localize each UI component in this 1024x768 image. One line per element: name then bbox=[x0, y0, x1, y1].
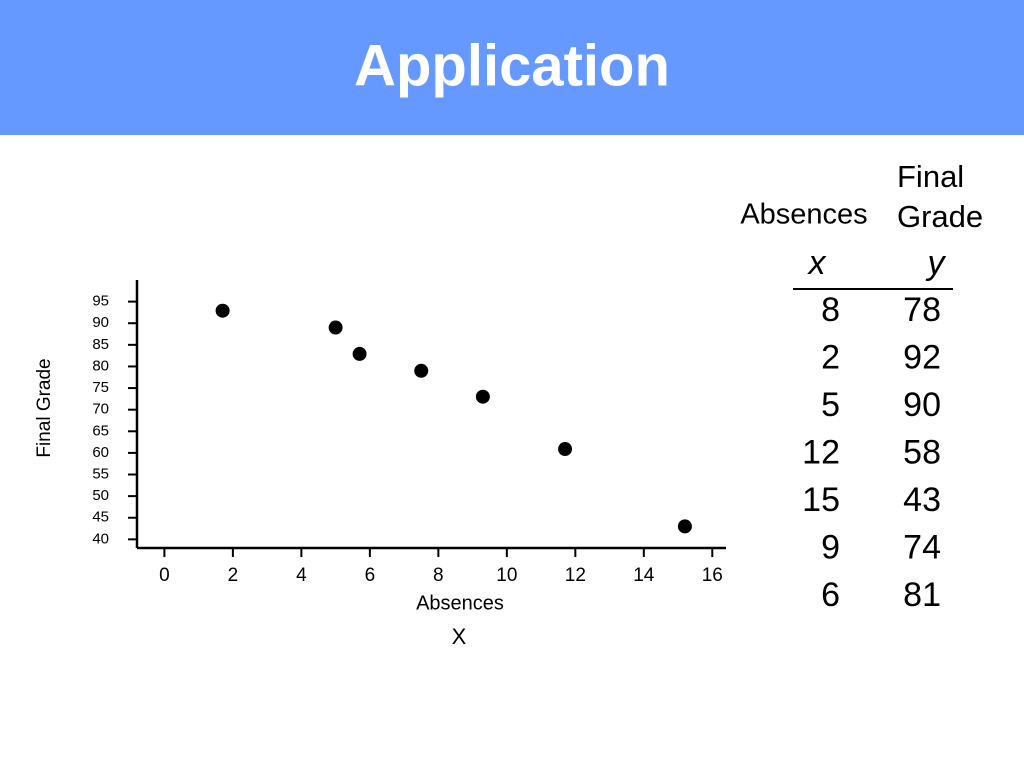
table-cell: 43 bbox=[903, 481, 941, 519]
header-bar bbox=[0, 0, 1024, 135]
x-tick-label: 16 bbox=[702, 565, 723, 586]
x-axis-title: Absences bbox=[416, 592, 504, 614]
table-cell: 12 bbox=[802, 433, 840, 471]
table-cell: 58 bbox=[903, 433, 941, 471]
y-tick-label: 85 bbox=[92, 336, 109, 353]
x-tick-label: 10 bbox=[496, 565, 517, 586]
data-point bbox=[328, 320, 343, 335]
data-point bbox=[414, 363, 429, 378]
table-cell: 78 bbox=[903, 291, 941, 329]
data-point bbox=[215, 303, 230, 318]
x-tick-label: 0 bbox=[159, 565, 170, 586]
y-tick-label: 65 bbox=[92, 422, 109, 439]
table-cell: 2 bbox=[821, 338, 840, 376]
data-point bbox=[677, 519, 692, 534]
y-tick-label: 95 bbox=[92, 293, 109, 310]
table-symbol: x bbox=[807, 244, 827, 282]
y-tick-label: 50 bbox=[92, 487, 109, 504]
data-point bbox=[352, 346, 367, 361]
y-tick-label: 75 bbox=[92, 379, 109, 396]
data-point bbox=[475, 389, 490, 404]
table-cell: 81 bbox=[903, 576, 941, 614]
y-tick-label: 60 bbox=[92, 444, 109, 461]
table-symbol: y bbox=[926, 244, 947, 282]
y-axis-title: Final Grade bbox=[34, 358, 55, 457]
slide-title: Application bbox=[354, 33, 670, 98]
data-point bbox=[558, 442, 573, 457]
y-tick-label: 90 bbox=[92, 314, 109, 331]
x-tick-label: 8 bbox=[433, 565, 444, 586]
x-axis-symbol: X bbox=[452, 624, 467, 649]
y-tick-label: 80 bbox=[92, 357, 109, 374]
y-tick-label: 45 bbox=[92, 509, 109, 526]
y-tick-label: 70 bbox=[92, 401, 109, 418]
table-header: Absences bbox=[740, 199, 867, 231]
table-cell: 5 bbox=[821, 386, 840, 424]
y-tick-label: 40 bbox=[92, 530, 109, 547]
table-header: Final Grade bbox=[897, 159, 984, 234]
y-tick-label: 55 bbox=[92, 465, 109, 482]
x-tick-label: 14 bbox=[633, 565, 655, 586]
table-cell: 90 bbox=[903, 386, 941, 424]
table-cell: 15 bbox=[802, 481, 840, 519]
x-tick-label: 2 bbox=[228, 565, 239, 586]
table-cell: 92 bbox=[903, 338, 941, 376]
x-tick-label: 4 bbox=[296, 565, 307, 586]
table-cell: 8 bbox=[821, 291, 840, 329]
table-cell: 6 bbox=[821, 576, 840, 614]
table-cell: 74 bbox=[903, 528, 941, 566]
x-tick-label: 6 bbox=[365, 565, 376, 586]
x-tick-label: 12 bbox=[565, 565, 586, 586]
table-cell: 9 bbox=[821, 528, 840, 566]
